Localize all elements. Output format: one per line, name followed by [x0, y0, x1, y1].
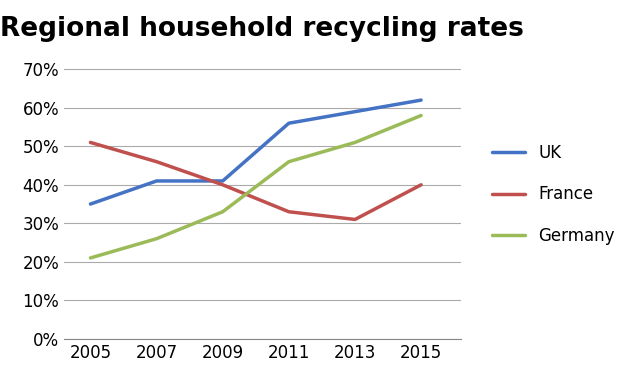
Legend: UK, France, Germany: UK, France, Germany — [485, 137, 621, 251]
UK — [351, 109, 359, 114]
Title: Regional household recycling rates: Regional household recycling rates — [1, 16, 524, 42]
France — [351, 217, 359, 222]
Germany — [351, 140, 359, 145]
Germany — [153, 236, 161, 241]
France — [417, 182, 425, 187]
Germany — [219, 209, 227, 214]
UK — [86, 202, 94, 206]
France — [219, 182, 227, 187]
Line: Germany: Germany — [90, 116, 421, 258]
France — [86, 140, 94, 145]
France — [285, 209, 292, 214]
Germany — [86, 256, 94, 260]
UK — [285, 121, 292, 126]
France — [153, 159, 161, 164]
Germany — [417, 113, 425, 118]
UK — [219, 179, 227, 183]
Line: UK: UK — [90, 100, 421, 204]
Line: France: France — [90, 142, 421, 219]
UK — [417, 98, 425, 102]
Germany — [285, 159, 292, 164]
UK — [153, 179, 161, 183]
